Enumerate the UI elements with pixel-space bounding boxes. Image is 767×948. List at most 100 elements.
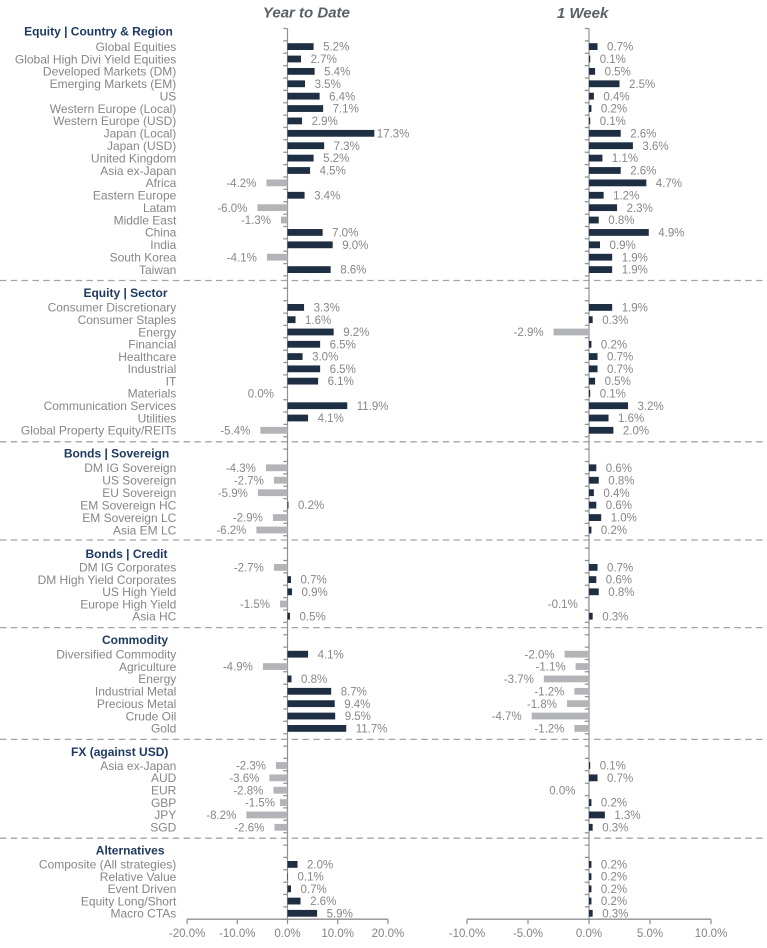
svg-text:Japan (Local): Japan (Local) bbox=[104, 127, 177, 141]
svg-text:-10.0%: -10.0% bbox=[449, 928, 485, 940]
svg-text:Equity | Sector: Equity | Sector bbox=[83, 286, 167, 300]
svg-text:0.1%: 0.1% bbox=[600, 54, 626, 66]
svg-text:Macro CTAs: Macro CTAs bbox=[111, 907, 177, 921]
svg-text:Commodity: Commodity bbox=[102, 633, 168, 647]
svg-text:11.9%: 11.9% bbox=[357, 401, 389, 413]
svg-text:0.9%: 0.9% bbox=[302, 587, 328, 599]
svg-text:4.5%: 4.5% bbox=[320, 166, 346, 178]
svg-text:-0.1%: -0.1% bbox=[548, 599, 578, 611]
svg-text:17.3%: 17.3% bbox=[377, 128, 410, 140]
svg-text:-3.6%: -3.6% bbox=[229, 773, 259, 785]
svg-text:Asia ex-Japan: Asia ex-Japan bbox=[100, 164, 176, 178]
svg-text:Composite (All strategies): Composite (All strategies) bbox=[39, 858, 176, 872]
svg-text:0.0%: 0.0% bbox=[248, 389, 274, 401]
svg-text:6.1%: 6.1% bbox=[328, 376, 354, 388]
svg-text:China: China bbox=[145, 226, 177, 240]
svg-text:3.0%: 3.0% bbox=[312, 352, 338, 364]
svg-text:0.8%: 0.8% bbox=[608, 215, 634, 227]
svg-text:-2.7%: -2.7% bbox=[234, 563, 264, 575]
svg-text:0.5%: 0.5% bbox=[300, 611, 326, 623]
svg-text:0.3%: 0.3% bbox=[602, 908, 628, 920]
svg-text:Asia ex-Japan: Asia ex-Japan bbox=[100, 759, 176, 773]
svg-text:4.7%: 4.7% bbox=[656, 178, 682, 190]
svg-text:US: US bbox=[160, 90, 177, 104]
svg-text:Equity | Country & Region: Equity | Country & Region bbox=[24, 24, 173, 38]
svg-text:2.0%: 2.0% bbox=[623, 425, 649, 437]
svg-text:0.7%: 0.7% bbox=[301, 575, 327, 587]
svg-text:Global High Divi Yield Equitie: Global High Divi Yield Equities bbox=[15, 52, 176, 66]
svg-text:DM High Yield Corporates: DM High Yield Corporates bbox=[38, 573, 177, 587]
svg-text:0.3%: 0.3% bbox=[602, 611, 628, 623]
svg-text:-1.2%: -1.2% bbox=[534, 724, 564, 736]
svg-text:2.7%: 2.7% bbox=[311, 54, 337, 66]
svg-text:0.7%: 0.7% bbox=[301, 884, 327, 896]
svg-text:1.9%: 1.9% bbox=[622, 265, 648, 277]
svg-text:5.4%: 5.4% bbox=[324, 67, 350, 79]
svg-text:Asia HC: Asia HC bbox=[132, 610, 176, 624]
svg-text:Latam: Latam bbox=[143, 201, 176, 215]
svg-text:Developed Markets (DM): Developed Markets (DM) bbox=[43, 65, 176, 79]
svg-text:1.0%: 1.0% bbox=[611, 513, 637, 525]
svg-text:-4.7%: -4.7% bbox=[492, 711, 522, 723]
svg-text:Western Europe (USD): Western Europe (USD) bbox=[53, 114, 176, 128]
svg-text:0.0%: 0.0% bbox=[576, 928, 602, 940]
svg-text:5.0%: 5.0% bbox=[637, 928, 663, 940]
svg-text:0.4%: 0.4% bbox=[603, 488, 629, 500]
svg-text:Materials: Materials bbox=[128, 387, 177, 401]
svg-text:1.6%: 1.6% bbox=[305, 315, 331, 327]
svg-text:-5.0%: -5.0% bbox=[513, 928, 543, 940]
svg-text:-1.3%: -1.3% bbox=[241, 215, 271, 227]
svg-text:-2.9%: -2.9% bbox=[233, 513, 263, 525]
svg-text:Year to Date: Year to Date bbox=[263, 5, 350, 22]
svg-text:5.9%: 5.9% bbox=[327, 908, 353, 920]
svg-text:0.3%: 0.3% bbox=[602, 822, 628, 834]
svg-text:2.6%: 2.6% bbox=[310, 896, 336, 908]
svg-text:Global Equities: Global Equities bbox=[96, 40, 177, 54]
svg-text:6.4%: 6.4% bbox=[329, 91, 355, 103]
svg-text:6.5%: 6.5% bbox=[330, 364, 356, 376]
svg-text:0.7%: 0.7% bbox=[607, 773, 633, 785]
svg-text:0.7%: 0.7% bbox=[607, 563, 633, 575]
svg-text:0.2%: 0.2% bbox=[298, 500, 324, 512]
svg-text:8.6%: 8.6% bbox=[340, 265, 366, 277]
svg-text:9.2%: 9.2% bbox=[343, 327, 369, 339]
svg-text:EM Sovereign HC: EM Sovereign HC bbox=[80, 498, 176, 512]
svg-text:0.2%: 0.2% bbox=[601, 339, 627, 351]
svg-text:1.1%: 1.1% bbox=[612, 153, 638, 165]
svg-text:EU Sovereign: EU Sovereign bbox=[102, 486, 176, 500]
svg-text:EM Sovereign LC: EM Sovereign LC bbox=[82, 511, 176, 525]
svg-text:Gold: Gold bbox=[151, 722, 176, 736]
svg-text:1 Week: 1 Week bbox=[557, 5, 609, 22]
svg-text:Middle East: Middle East bbox=[114, 213, 177, 227]
svg-text:Africa: Africa bbox=[146, 176, 177, 190]
svg-text:FX (against USD): FX (against USD) bbox=[71, 745, 168, 759]
svg-text:-6.2%: -6.2% bbox=[216, 525, 246, 537]
svg-text:1.2%: 1.2% bbox=[613, 190, 639, 202]
svg-text:2.3%: 2.3% bbox=[627, 203, 653, 215]
svg-text:0.0%: 0.0% bbox=[549, 785, 575, 797]
svg-text:0.1%: 0.1% bbox=[298, 872, 324, 884]
svg-text:-6.0%: -6.0% bbox=[217, 203, 247, 215]
svg-text:0.1%: 0.1% bbox=[600, 116, 626, 128]
svg-text:0.4%: 0.4% bbox=[603, 91, 629, 103]
svg-text:0.2%: 0.2% bbox=[601, 104, 627, 116]
svg-text:-4.2%: -4.2% bbox=[226, 178, 256, 190]
svg-text:DM IG Corporates: DM IG Corporates bbox=[79, 561, 176, 575]
svg-text:SGD: SGD bbox=[150, 821, 176, 835]
svg-text:Consumer Discretionary: Consumer Discretionary bbox=[48, 301, 177, 315]
svg-text:-2.0%: -2.0% bbox=[525, 649, 555, 661]
svg-text:10.0%: 10.0% bbox=[321, 928, 354, 940]
svg-text:-2.7%: -2.7% bbox=[234, 475, 264, 487]
svg-text:Consumer Staples: Consumer Staples bbox=[78, 313, 177, 327]
svg-text:South Korea: South Korea bbox=[110, 251, 177, 265]
svg-text:9.4%: 9.4% bbox=[344, 699, 370, 711]
svg-text:0.8%: 0.8% bbox=[301, 674, 327, 686]
svg-text:Event Driven: Event Driven bbox=[108, 882, 177, 896]
svg-text:-2.8%: -2.8% bbox=[233, 785, 263, 797]
svg-text:0.5%: 0.5% bbox=[605, 67, 631, 79]
svg-text:-10.0%: -10.0% bbox=[219, 928, 255, 940]
svg-text:0.5%: 0.5% bbox=[605, 376, 631, 388]
svg-text:US Sovereign: US Sovereign bbox=[102, 474, 176, 488]
svg-text:Energy: Energy bbox=[138, 325, 176, 339]
svg-text:Agriculture: Agriculture bbox=[119, 660, 177, 674]
